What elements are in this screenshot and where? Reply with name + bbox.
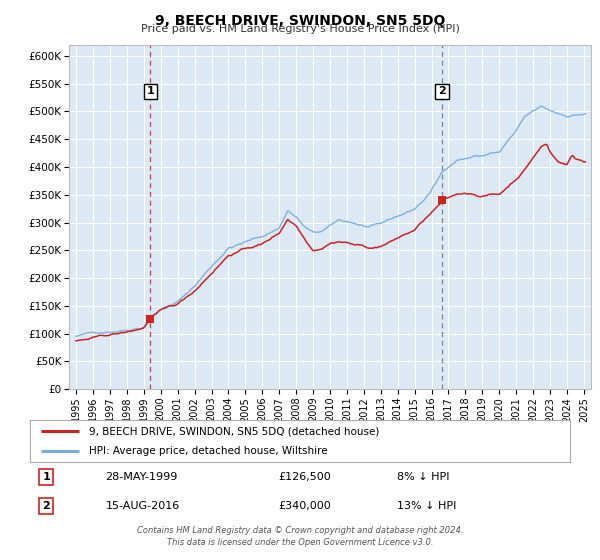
Text: £340,000: £340,000 [278,501,331,511]
Text: £126,500: £126,500 [278,472,331,482]
Text: 1: 1 [146,86,154,96]
Text: 9, BEECH DRIVE, SWINDON, SN5 5DQ: 9, BEECH DRIVE, SWINDON, SN5 5DQ [155,14,445,28]
Text: 2: 2 [438,86,446,96]
Text: 2: 2 [43,501,50,511]
Text: Contains HM Land Registry data © Crown copyright and database right 2024.
This d: Contains HM Land Registry data © Crown c… [137,526,463,547]
Text: 13% ↓ HPI: 13% ↓ HPI [397,501,457,511]
Text: HPI: Average price, detached house, Wiltshire: HPI: Average price, detached house, Wilt… [89,446,328,456]
Text: 28-MAY-1999: 28-MAY-1999 [106,472,178,482]
Text: 8% ↓ HPI: 8% ↓ HPI [397,472,450,482]
Text: 15-AUG-2016: 15-AUG-2016 [106,501,180,511]
Text: Price paid vs. HM Land Registry's House Price Index (HPI): Price paid vs. HM Land Registry's House … [140,24,460,34]
Text: 9, BEECH DRIVE, SWINDON, SN5 5DQ (detached house): 9, BEECH DRIVE, SWINDON, SN5 5DQ (detach… [89,426,380,436]
Text: 1: 1 [43,472,50,482]
